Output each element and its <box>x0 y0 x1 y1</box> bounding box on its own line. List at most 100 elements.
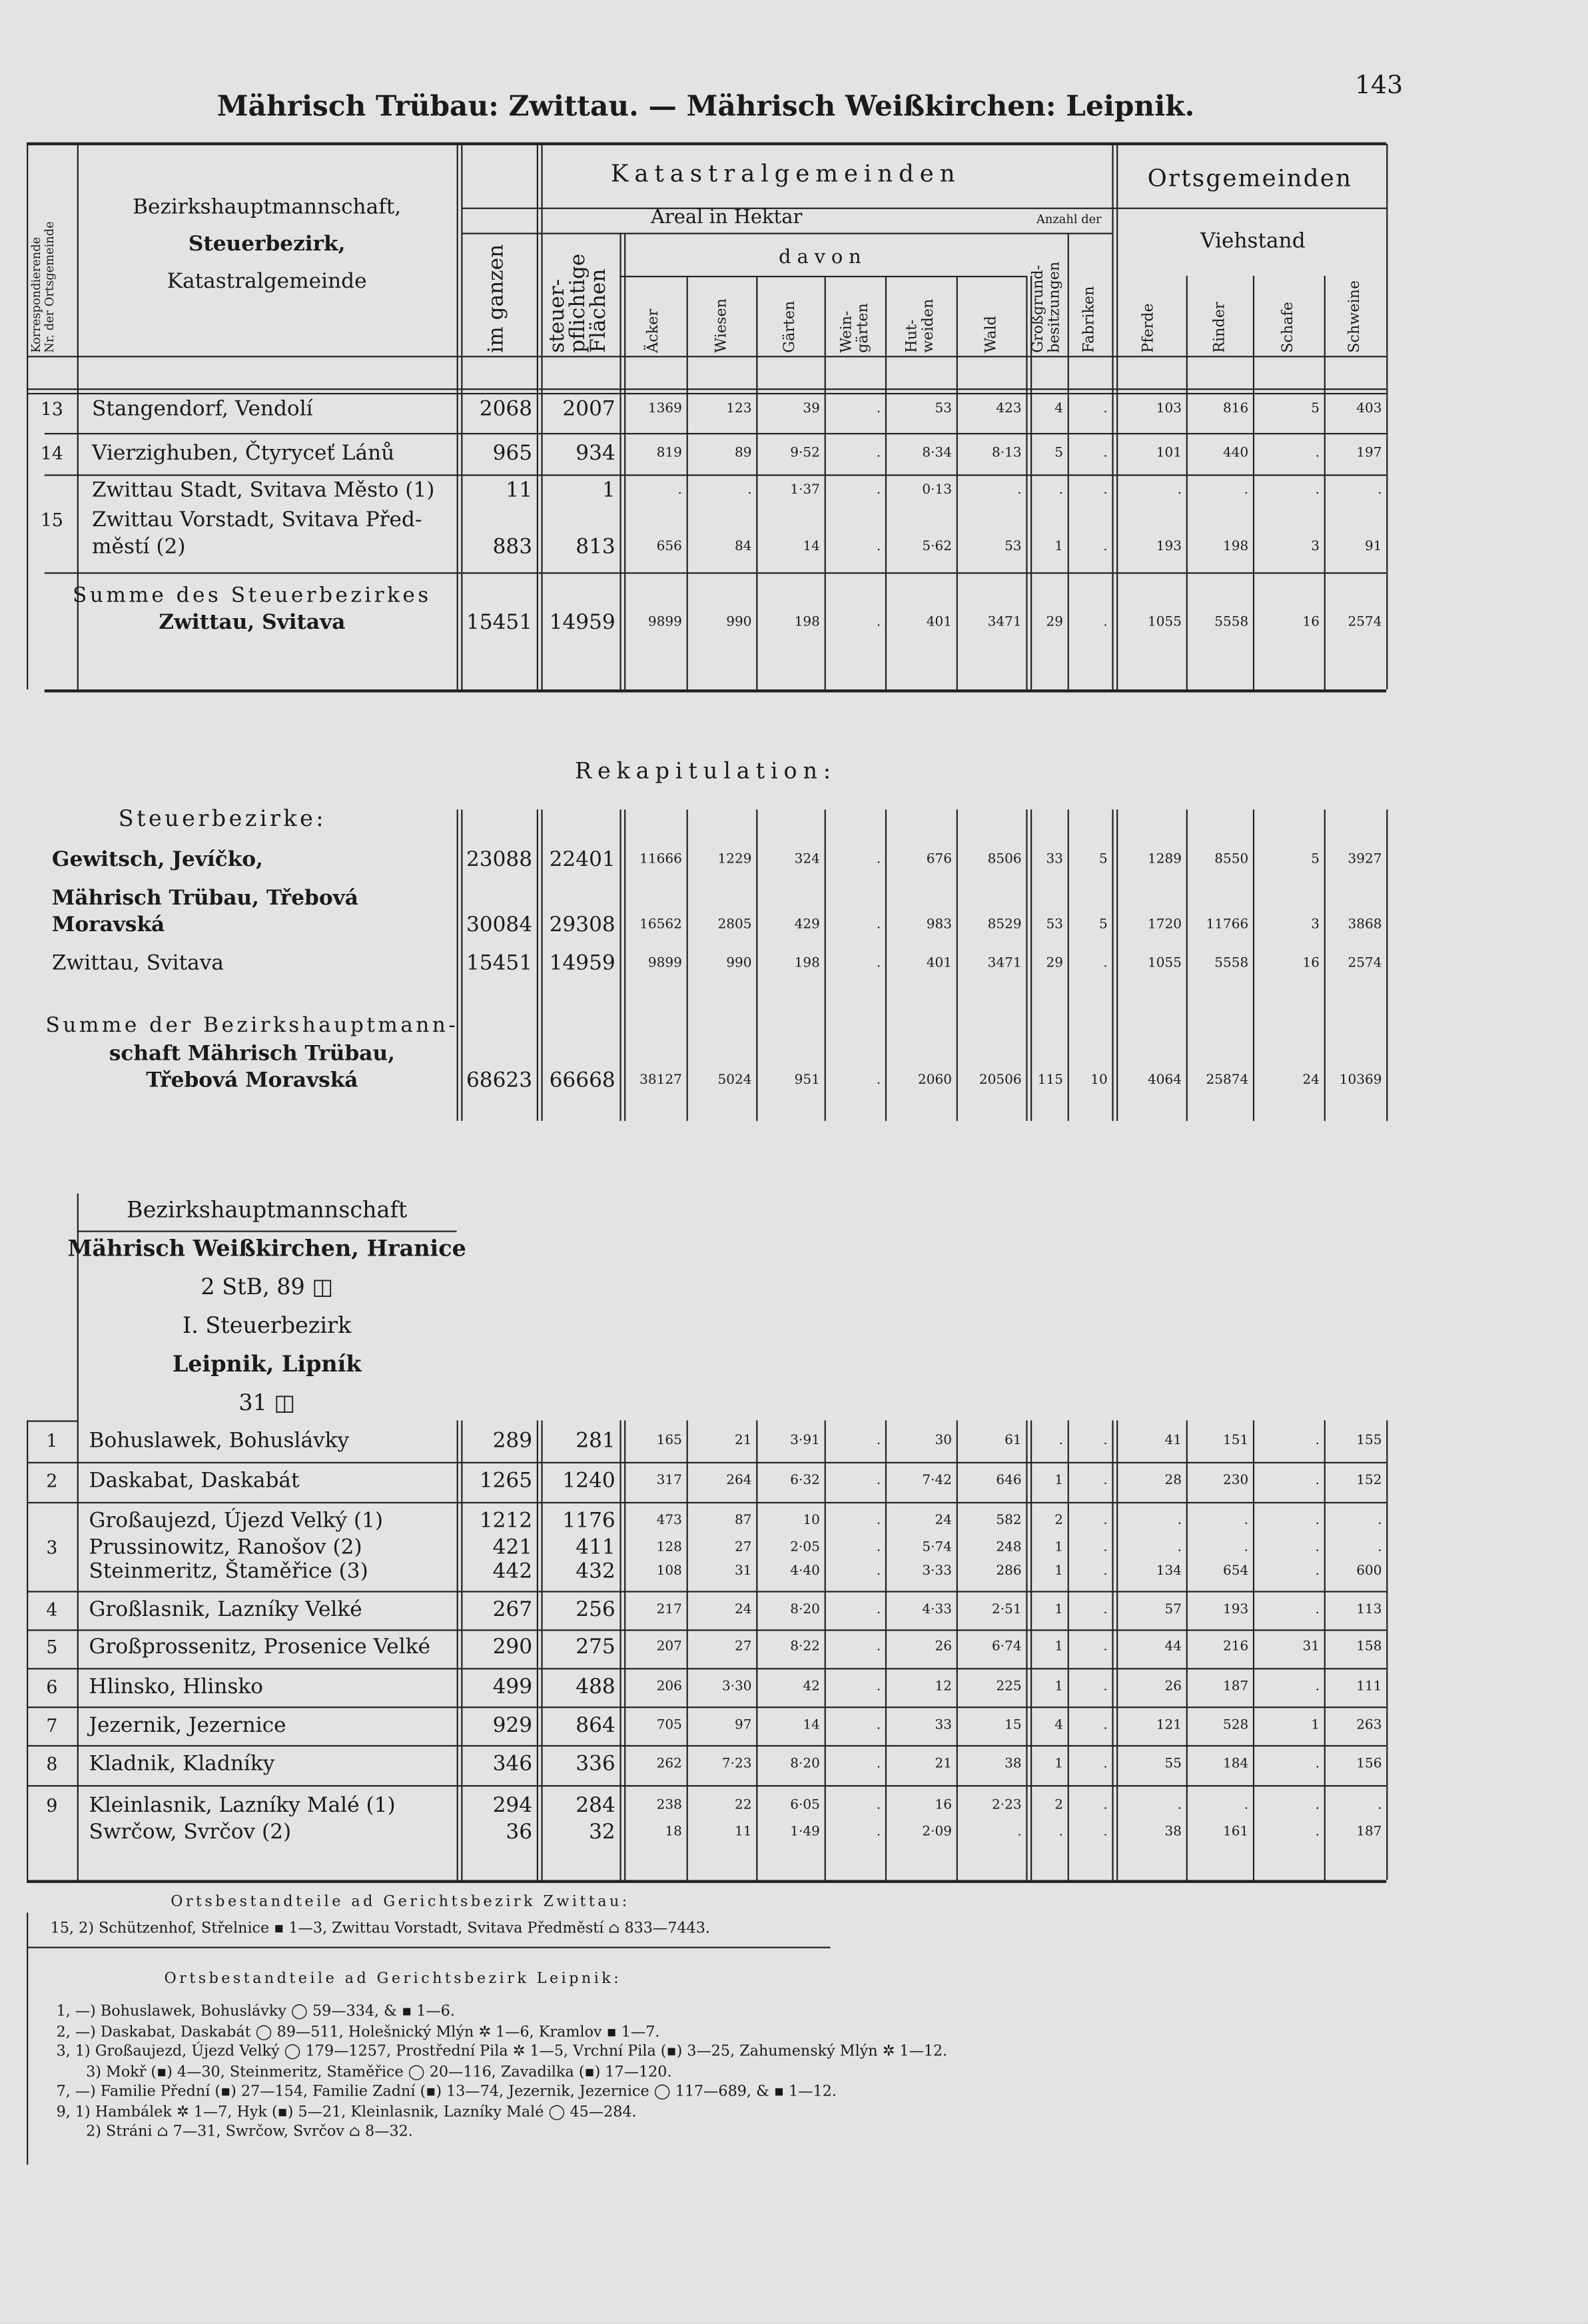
cell-value: 197 <box>1356 446 1382 462</box>
cell-value: 2 <box>1054 1513 1063 1529</box>
cell-value: 16 <box>1302 956 1320 971</box>
row-name: Moravská <box>51 913 165 937</box>
rule <box>77 1193 79 1880</box>
cell-value: 1 <box>1054 1756 1063 1772</box>
cell-value: 290 <box>492 1635 533 1659</box>
cell-value: . <box>747 483 752 498</box>
rule <box>956 276 958 690</box>
cell-value: 10369 <box>1339 1073 1382 1088</box>
cell-value: 7·23 <box>721 1756 752 1772</box>
cell-value: 1 <box>1054 540 1063 555</box>
cell-value: . <box>1103 1473 1108 1489</box>
row-name: schaft Mährisch Trübau, <box>109 1042 395 1066</box>
row-name: Třebová Moravská <box>146 1068 358 1093</box>
rule <box>27 1501 1387 1504</box>
rule <box>1030 276 1032 690</box>
cell-value: . <box>876 1540 881 1555</box>
cell-value: . <box>1244 1513 1249 1529</box>
rule <box>27 1880 1387 1883</box>
cell-value: 528 <box>1222 1718 1249 1734</box>
header-text: gärten <box>855 303 871 353</box>
rule <box>686 276 688 690</box>
header-text: Hut- <box>904 319 921 353</box>
cell-value: 951 <box>794 1073 820 1088</box>
rule <box>461 1420 463 1880</box>
rule <box>461 809 463 1121</box>
cell-value: . <box>1378 1513 1382 1529</box>
cell-value: . <box>1315 1756 1320 1772</box>
cell-value: 38 <box>1164 1825 1182 1840</box>
cell-value: . <box>1315 1540 1320 1555</box>
cell-value: 401 <box>926 615 953 631</box>
cell-value: . <box>1244 483 1249 498</box>
cell-value: 101 <box>1156 446 1182 462</box>
cell-value: 5 <box>1098 852 1108 868</box>
cell-value: . <box>1103 483 1108 498</box>
cell-value: . <box>876 540 881 555</box>
cell-value: . <box>876 956 881 971</box>
row-name: Zwittau, Svitava <box>159 611 346 635</box>
cell-value: 4064 <box>1148 1073 1182 1088</box>
cell-value: 6·32 <box>790 1473 820 1489</box>
column-header: Pferde <box>1141 278 1157 352</box>
cell-value: 89 <box>735 446 752 462</box>
cell-value: 193 <box>1156 540 1182 555</box>
cell-value: 5558 <box>1214 615 1249 631</box>
cell-value: 676 <box>926 852 953 868</box>
header-text: Schafe <box>1280 302 1297 353</box>
row-number: 4 <box>46 1599 58 1621</box>
rule <box>1112 809 1114 1121</box>
row-name: Kladnik, Kladníky <box>89 1752 275 1776</box>
rule <box>456 143 458 690</box>
cell-value: 29 <box>1046 615 1063 631</box>
section-heading: I. Steuerbezirk <box>183 1312 352 1339</box>
cell-value: 91 <box>1365 540 1382 555</box>
rule <box>1067 1420 1069 1880</box>
cell-value: 336 <box>576 1752 615 1776</box>
cell-value: 33 <box>1046 852 1063 868</box>
cell-value: 61 <box>1004 1433 1022 1449</box>
cell-value: 8·13 <box>992 446 1022 462</box>
cell-value: 206 <box>656 1679 682 1695</box>
cell-value: 8·20 <box>790 1756 820 1772</box>
rule <box>956 809 958 1121</box>
cell-value: 29308 <box>549 913 615 937</box>
header-text: Großgrund- <box>1030 264 1047 353</box>
cell-value: . <box>1103 402 1108 417</box>
cell-value: 111 <box>1356 1679 1382 1695</box>
cell-value: 5 <box>1098 917 1108 933</box>
cell-value: 990 <box>726 956 752 971</box>
cell-value: 27 <box>735 1540 752 1555</box>
cell-value: 31 <box>735 1564 752 1579</box>
cell-value: 198 <box>794 615 820 631</box>
column-header: im ganzen <box>485 230 509 353</box>
cell-value: 87 <box>735 1513 752 1529</box>
cell-value: 1 <box>1311 1718 1320 1734</box>
cell-value: 324 <box>794 852 820 868</box>
header-text: Nr. der Ortsgemeinde <box>43 221 57 353</box>
rule <box>956 1420 958 1880</box>
cell-value: . <box>1177 1540 1182 1555</box>
cell-value: . <box>876 1798 881 1814</box>
cell-value: 155 <box>1356 1433 1382 1449</box>
cell-value: 3·33 <box>922 1564 953 1579</box>
cell-value: 5024 <box>717 1073 752 1088</box>
cell-value: . <box>1315 1603 1320 1618</box>
rule <box>461 143 463 690</box>
cell-value: 1 <box>1054 1679 1063 1695</box>
cell-value: . <box>1103 1756 1108 1772</box>
cell-value: . <box>1058 483 1063 498</box>
cell-value: 4 <box>1054 402 1063 417</box>
cell-value: 4·40 <box>790 1564 820 1579</box>
row-number: 13 <box>40 398 63 420</box>
cell-value: 36 <box>506 1820 533 1845</box>
rule <box>1116 1420 1118 1880</box>
cell-value: 103 <box>1156 402 1182 417</box>
cell-value: 432 <box>576 1559 615 1584</box>
cell-value: 3 <box>1311 917 1320 933</box>
cell-value: 108 <box>656 1564 682 1579</box>
cell-value: 1 <box>1054 1540 1063 1555</box>
page-title: Mährisch Trübau: Zwittau. — Mährisch Wei… <box>216 90 1195 123</box>
rule <box>27 1707 1387 1709</box>
